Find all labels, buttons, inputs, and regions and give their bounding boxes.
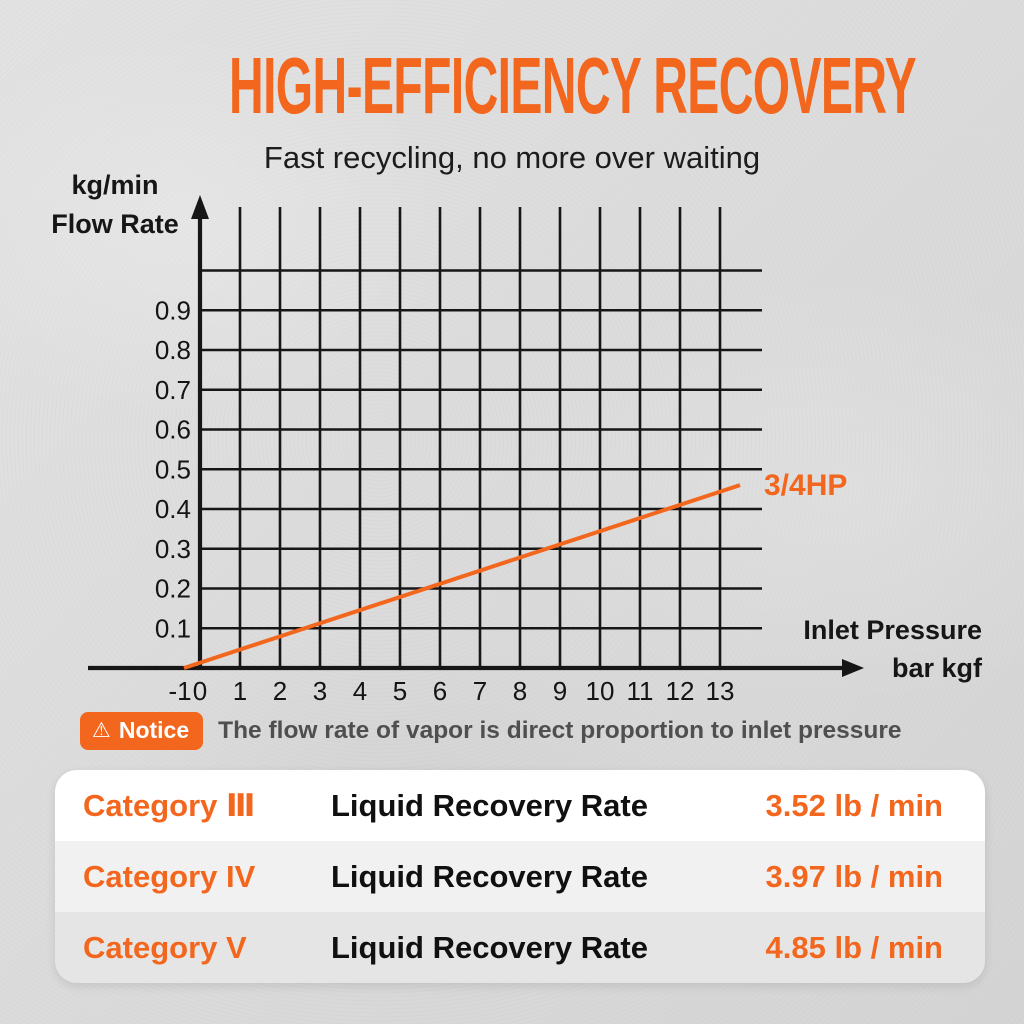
metric-label: Liquid Recovery Rate — [331, 858, 648, 894]
x-axis-name: Inlet Pressure — [803, 615, 982, 645]
metric-label: Liquid Recovery Rate — [331, 929, 648, 965]
page-subtitle: Fast recycling, no more over waiting — [263, 140, 761, 175]
header: HIGH-EFFICIENCY RECOVERY Fast recycling,… — [0, 46, 1024, 176]
x-axis-title: Inlet Pressure bar kgf — [722, 612, 982, 688]
table-row: Category IV Liquid Recovery Rate 3.97 lb… — [55, 841, 985, 912]
table-row: Category Ⅲ Liquid Recovery Rate 3.52 lb … — [55, 770, 985, 841]
recovery-rate-table: Category Ⅲ Liquid Recovery Rate 3.52 lb … — [55, 770, 985, 983]
category-label: Category IV — [83, 858, 256, 894]
notice-badge-label: Notice — [118, 717, 190, 743]
svg-text:1: 1 — [233, 676, 247, 706]
svg-text:12: 12 — [666, 676, 695, 706]
svg-text:0.7: 0.7 — [155, 375, 191, 405]
notice-bar: ⚠ Notice The flow rate of vapor is direc… — [80, 712, 902, 750]
warning-triangle-icon: ⚠ — [92, 719, 111, 742]
svg-text:13: 13 — [706, 676, 735, 706]
svg-text:0.1: 0.1 — [155, 613, 191, 643]
svg-text:0.4: 0.4 — [155, 494, 191, 524]
svg-text:2: 2 — [273, 676, 287, 706]
svg-text:0.9: 0.9 — [155, 295, 191, 325]
svg-text:0.6: 0.6 — [155, 415, 191, 445]
y-axis-name: Flow Rate — [51, 209, 179, 240]
svg-text:7: 7 — [473, 676, 487, 706]
svg-text:8: 8 — [513, 676, 527, 706]
rate-value: 4.85 lb / min — [765, 929, 943, 965]
svg-text:0.2: 0.2 — [155, 574, 191, 604]
notice-text: The flow rate of vapor is direct proport… — [218, 717, 902, 744]
svg-text:10: 10 — [586, 676, 615, 706]
svg-text:3: 3 — [313, 676, 327, 706]
svg-text:0: 0 — [193, 676, 207, 706]
svg-text:0.3: 0.3 — [155, 534, 191, 564]
svg-text:9: 9 — [553, 676, 567, 706]
rate-value: 3.52 lb / min — [765, 787, 943, 823]
svg-text:-1: -1 — [168, 676, 191, 706]
svg-text:6: 6 — [433, 676, 447, 706]
category-label: Category V — [83, 929, 247, 965]
svg-text:0.5: 0.5 — [155, 454, 191, 484]
x-axis-unit: bar kgf — [891, 652, 982, 683]
notice-badge: ⚠ Notice — [80, 712, 204, 750]
svg-text:5: 5 — [393, 676, 407, 706]
metric-label: Liquid Recovery Rate — [331, 787, 648, 823]
chart-plot-area: 0.10.20.30.40.50.60.70.80.9-1 0 1 2 3 4 5 6 7 8 9 1… — [88, 195, 864, 706]
rate-value: 3.97 lb / min — [765, 858, 943, 894]
table-row: Category V Liquid Recovery Rate 4.85 lb … — [55, 912, 985, 983]
page-title: HIGH-EFFICIENCY RECOVERY — [229, 41, 917, 130]
svg-text:0.8: 0.8 — [155, 335, 191, 365]
series-label: 3/4HP — [764, 469, 847, 502]
svg-text:4: 4 — [353, 676, 367, 706]
y-axis-title: kg/min Flow Rate — [25, 166, 205, 244]
svg-text:11: 11 — [627, 676, 654, 706]
y-axis-unit: kg/min — [71, 170, 159, 200]
category-label: Category Ⅲ — [83, 787, 256, 823]
